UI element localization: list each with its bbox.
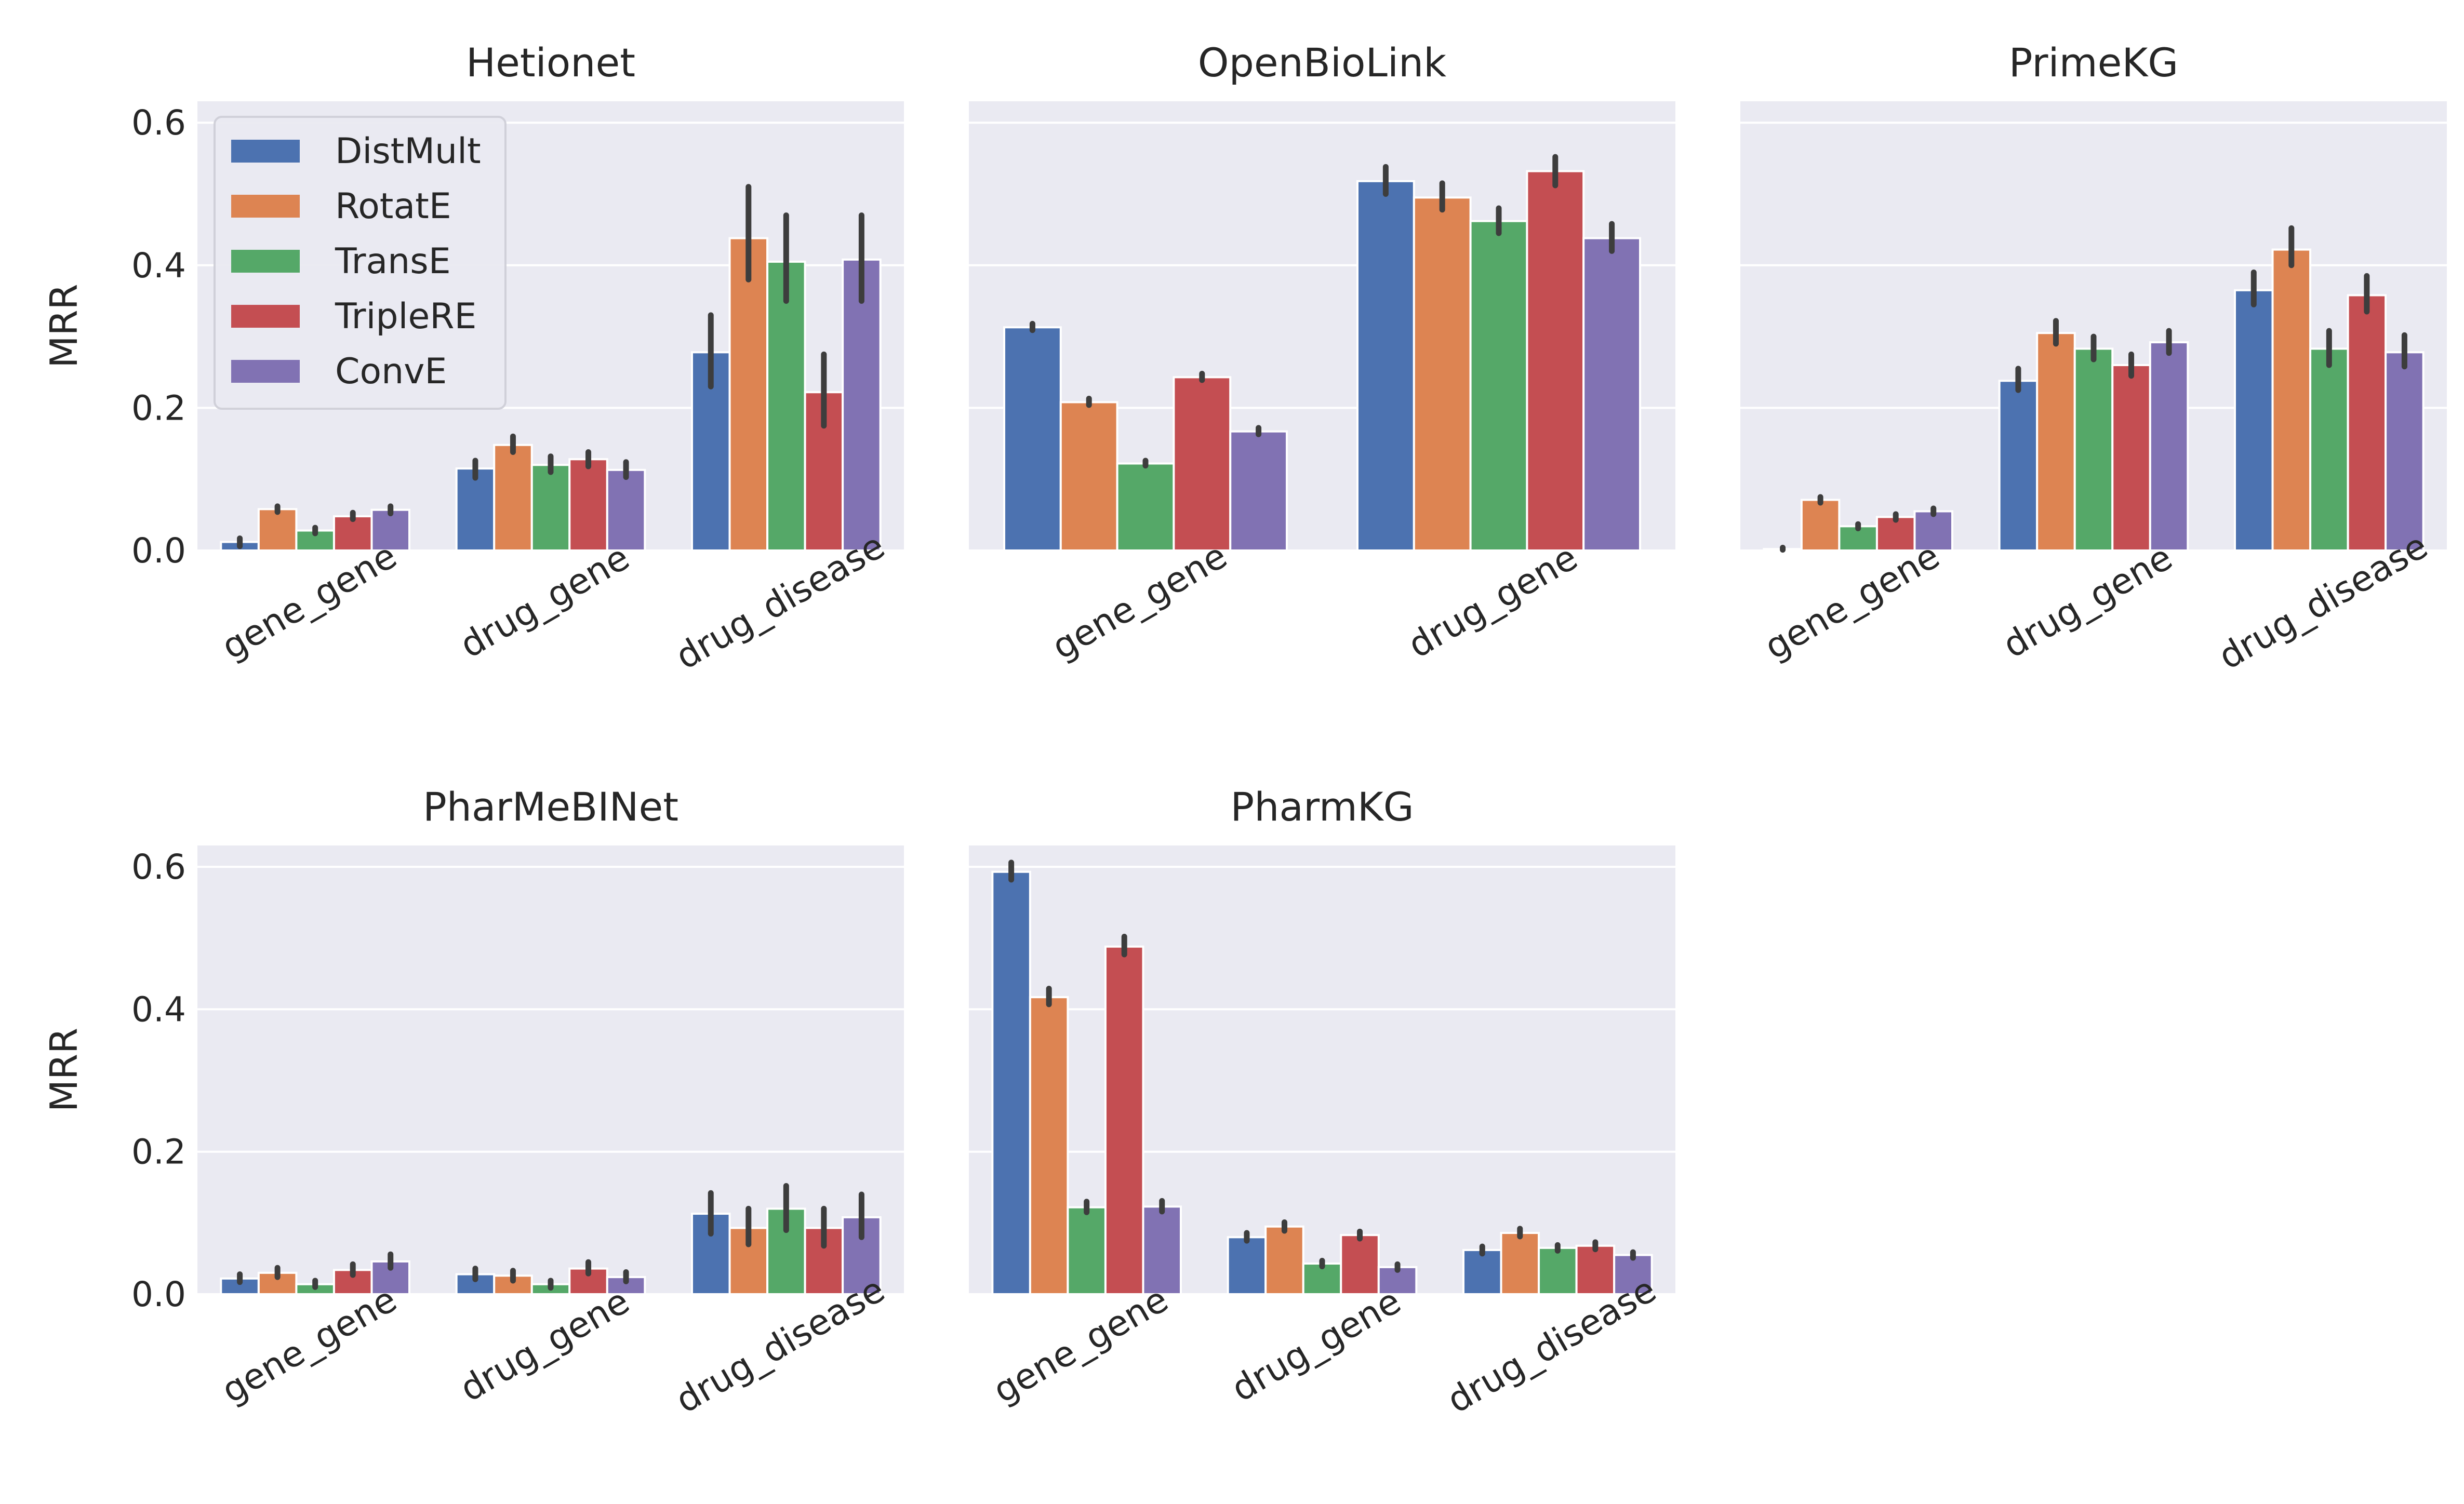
bar-primekg-drug-disease-rotate (2271, 248, 2312, 552)
bar-hetionet-drug-gene-transe (530, 464, 571, 552)
bar-pharmkg-drug-gene-rotate (1264, 1225, 1304, 1296)
legend-swatch-transe (231, 250, 300, 273)
y-tick-label: 0.4 (131, 989, 186, 1029)
y-tick-label: 0.6 (131, 847, 186, 887)
bar-hetionet-gene-gene-conve (370, 508, 411, 552)
x-category-label: drug_gene (454, 537, 636, 666)
bar-hetionet-drug-gene-conve (606, 468, 646, 552)
legend-swatch-conve (231, 360, 300, 383)
y-tick-label: 0.4 (131, 246, 186, 286)
bar-hetionet-drug-gene-distmult (455, 467, 496, 552)
bar-openbiolink-drug-gene-conve (1582, 237, 1641, 552)
legend-label-rotate: RotatE (335, 186, 451, 227)
panel-title-pharmebinet: PharMeBINet (423, 784, 678, 830)
panel-title-openbiolink: OpenBioLink (1198, 39, 1446, 86)
bar-primekg-drug-gene-conve (2149, 341, 2189, 552)
bar-openbiolink-gene-gene-triplere (1173, 376, 1232, 552)
legend-swatch-distmult (231, 140, 300, 163)
bar-pharmkg-gene-gene-conve (1142, 1205, 1182, 1295)
y-tick-label: 0.0 (131, 531, 186, 571)
x-category-label: drug_gene (1996, 537, 2179, 666)
bar-primekg-gene-gene-rotate (1800, 499, 1841, 552)
legend-label-distmult: DistMult (335, 131, 481, 172)
panel-title-hetionet: Hetionet (466, 39, 635, 86)
data-marks-layer (220, 154, 2425, 1296)
x-category-label: drug_gene (1402, 537, 1584, 666)
y-axis-label: MRR (42, 1028, 86, 1112)
x-category-label: drug_gene (1225, 1281, 1408, 1410)
bar-pharmkg-drug-disease-triplere (1575, 1244, 1616, 1296)
legend: DistMult RotatE TransE TripleRE ConvE (214, 116, 507, 410)
bar-primekg-drug-disease-transe (2309, 347, 2349, 552)
legend-label-transe: TransE (335, 241, 451, 282)
bar-openbiolink-gene-gene-transe (1116, 462, 1175, 552)
x-category-label: gene_gene (1045, 535, 1234, 668)
bar-primekg-gene-gene-conve (1913, 510, 1953, 552)
bar-pharmkg-gene-gene-distmult (991, 870, 1031, 1295)
x-category-label: gene_gene (215, 535, 404, 668)
y-axis-label: MRR (42, 284, 86, 368)
x-category-label: gene_gene (987, 1279, 1175, 1412)
bar-openbiolink-drug-gene-distmult (1356, 180, 1415, 552)
x-category-label: gene_gene (1758, 535, 1947, 668)
legend-swatch-triplere (231, 305, 300, 328)
bar-primekg-drug-disease-distmult (2234, 289, 2274, 552)
bar-hetionet-drug-disease-transe (766, 260, 806, 552)
bar-pharmkg-drug-gene-distmult (1227, 1236, 1267, 1295)
legend-label-conve: ConvE (335, 351, 447, 392)
x-category-label: gene_gene (215, 1279, 404, 1412)
bar-pharmkg-drug-disease-transe (1538, 1246, 1578, 1296)
bar-hetionet-drug-gene-triplere (568, 458, 608, 552)
bar-primekg-drug-gene-transe (2073, 347, 2114, 552)
bar-pharmkg-gene-gene-transe (1067, 1206, 1107, 1296)
bar-primekg-drug-disease-triplere (2347, 294, 2387, 552)
y-tick-label: 0.0 (131, 1274, 186, 1314)
bar-primekg-drug-gene-triplere (2111, 364, 2151, 552)
bar-pharmkg-gene-gene-triplere (1104, 945, 1144, 1295)
bar-hetionet-gene-gene-rotate (257, 508, 298, 552)
legend-swatch-rotate (231, 195, 300, 218)
bar-pharmkg-gene-gene-rotate (1029, 996, 1069, 1295)
bar-openbiolink-gene-gene-distmult (1003, 326, 1062, 552)
bar-pharmkg-drug-disease-rotate (1500, 1232, 1540, 1295)
x-category-label: drug_gene (454, 1281, 636, 1410)
bar-hetionet-drug-disease-rotate (728, 237, 769, 552)
bar-openbiolink-gene-gene-conve (1229, 430, 1288, 552)
bar-primekg-drug-gene-distmult (1998, 380, 2039, 552)
bar-openbiolink-drug-gene-triplere (1526, 170, 1585, 552)
bar-pharmkg-drug-disease-distmult (1462, 1248, 1502, 1296)
bar-openbiolink-drug-gene-rotate (1413, 196, 1472, 552)
bar-openbiolink-drug-gene-transe (1469, 220, 1528, 552)
panel-title-pharmkg: PharmKG (1230, 784, 1414, 830)
bar-openbiolink-gene-gene-rotate (1059, 401, 1118, 552)
bar-primekg-drug-gene-rotate (2036, 332, 2076, 552)
y-tick-label: 0.2 (131, 1132, 186, 1172)
panel-backgrounds-layer (197, 101, 2447, 1295)
y-tick-label: 0.2 (131, 388, 186, 428)
bar-primekg-drug-disease-conve (2385, 351, 2425, 552)
legend-box (214, 116, 507, 410)
panel-title-primekg: PrimeKG (2009, 39, 2178, 86)
y-tick-label: 0.6 (131, 103, 186, 143)
bar-hetionet-drug-gene-rotate (493, 444, 533, 552)
legend-label-triplere: TripleRE (335, 296, 477, 337)
bar-pharmkg-drug-gene-transe (1302, 1263, 1342, 1295)
bar-pharmkg-drug-gene-triplere (1340, 1234, 1380, 1295)
